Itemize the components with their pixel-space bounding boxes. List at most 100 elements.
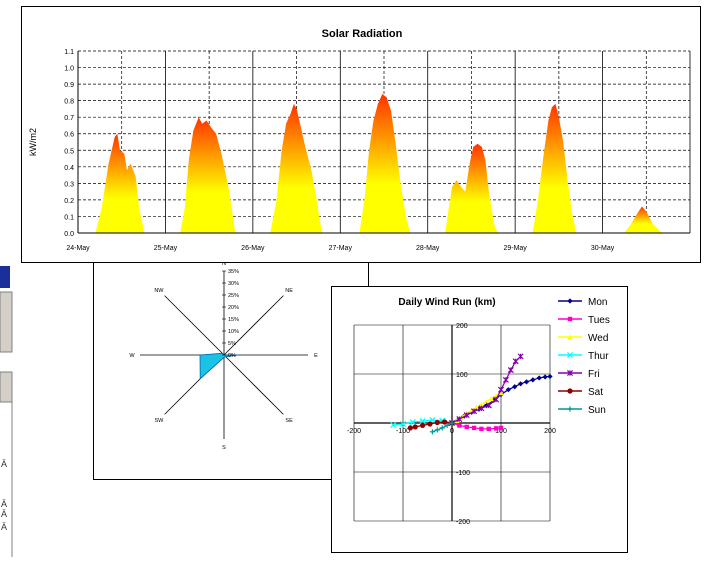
solar-x-tick-label: 28-May (416, 245, 440, 252)
solar-y-tick-label: 0.0 (64, 231, 74, 238)
solar-day-area-7 (624, 206, 662, 233)
wind-y-tick-label: 100 (456, 372, 468, 379)
legend-item-mon: Mon (558, 297, 607, 308)
rose-direction-label: NW (154, 288, 164, 294)
wind-point-mon (512, 384, 518, 390)
wind-point-sun (439, 425, 445, 431)
solar-x-tick-label: 27-May (329, 245, 353, 252)
solar-y-axis-label: kW/m2 (28, 128, 38, 156)
solar-day-area-6 (532, 103, 577, 234)
wind-series-sun (429, 420, 455, 435)
wind-point-sat (412, 424, 418, 430)
solar-y-tick-label: 0.5 (64, 148, 74, 155)
wind-point-fri (471, 408, 478, 415)
rose-r-tick-label: 25% (228, 293, 239, 299)
solar-day-area-2 (180, 117, 236, 233)
rose-direction-label: N (222, 263, 226, 267)
legend-label-wed: Wed (588, 333, 608, 344)
wind-y-tick-label: -100 (456, 470, 470, 477)
wind-point-sun (444, 422, 450, 429)
wind-point-tues (457, 423, 462, 428)
wind-point-sat (442, 419, 448, 425)
daily-wind-run-chart-panel: Daily Wind Run (km) -200 -100 0 100 200 200 10… (331, 286, 628, 553)
rose-r-tick-label: 15% (228, 317, 239, 323)
wind-point-wed (483, 398, 489, 405)
rose-direction-label: SE (285, 418, 293, 424)
wind-point-wed (498, 390, 504, 396)
rose-frequency-polygon (199, 352, 239, 380)
solar-y-tick-label: 0.8 (64, 99, 74, 106)
wind-point-fri (456, 416, 463, 423)
legend-marker-fri (566, 369, 574, 377)
wind-series-sat (407, 419, 455, 431)
edge-glyph-3: Ä (1, 509, 7, 519)
left-window-edge-graphic: Ä Ä Ä Ä (0, 266, 13, 557)
wind-rose-chart: 0% 5% 10% 15% 20% 25% 30% 35% N NE E SE S SW W NW (129, 261, 318, 451)
legend-item-wed: Wed (558, 333, 608, 344)
solar-y-tick-label: 0.9 (64, 82, 74, 89)
edge-glyph-1: Ä (1, 459, 7, 469)
wind-point-fri (478, 405, 485, 412)
wind-point-sat (420, 422, 426, 429)
solar-y-tick-label: 1.1 (64, 49, 74, 56)
solar-chart-title: Solar Radiation (322, 28, 403, 40)
solar-y-tick-label: 0.2 (64, 198, 74, 205)
rose-direction-label: E (314, 353, 318, 359)
solar-y-tick-label: 1.0 (64, 66, 74, 73)
wind-point-sat (434, 419, 440, 426)
legend-marker-wed (567, 334, 573, 340)
edge-gray-block (0, 291, 13, 353)
legend-item-tues: Tues (558, 315, 610, 326)
legend-item-thur: Thur (558, 351, 609, 362)
wind-point-tues (493, 426, 499, 431)
legend-label-sun: Sun (588, 405, 606, 416)
rose-r-tick-label: 35% (228, 269, 239, 275)
solar-x-tick-label: 25-May (154, 245, 178, 252)
solar-y-tick-label: 0.4 (64, 165, 74, 172)
wind-point-tues (479, 426, 484, 432)
legend-marker-sun (567, 406, 573, 412)
rose-direction-label: NE (285, 288, 293, 294)
rose-direction-label: SW (154, 418, 164, 424)
solar-day-area-1 (95, 133, 145, 233)
legend-label-mon: Mon (588, 297, 607, 308)
edge-glyph-4: Ä (1, 522, 7, 532)
legend-item-sun: Sun (558, 405, 606, 416)
wind-point-fri (517, 353, 524, 360)
wind-point-thur (419, 418, 426, 425)
wind-point-wed (478, 401, 484, 407)
left-window-edge: Ä Ä Ä Ä (0, 262, 14, 557)
rose-spoke-se (223, 354, 284, 415)
legend-label-sat: Sat (588, 387, 603, 398)
solar-x-tick-label: 29-May (503, 245, 527, 252)
wind-point-fri (485, 402, 492, 409)
solar-y-tick-label: 0.3 (64, 181, 74, 188)
wind-point-sun (429, 429, 435, 435)
edge-glyph-2: Ä (1, 499, 7, 509)
wind-point-fri (507, 367, 514, 374)
wind-point-sun (434, 427, 440, 433)
edge-blue-block (0, 266, 10, 288)
wind-series-fri (448, 353, 524, 427)
rose-r-tick-label: 30% (228, 281, 239, 287)
solar-y-tick-label: 0.6 (64, 132, 74, 139)
wind-point-fri (502, 376, 509, 383)
legend-marker-mon (567, 298, 573, 304)
wind-point-sat (407, 425, 413, 431)
wind-point-thur (409, 418, 416, 426)
wind-point-fri (497, 386, 505, 393)
solar-x-tick-label: 30-May (591, 245, 615, 252)
wind-point-mon (547, 373, 553, 380)
rose-direction-label: S (222, 445, 226, 451)
wind-y-tick-label: -200 (456, 519, 470, 526)
rose-r-tick-label: 20% (228, 305, 239, 311)
legend-item-sat: Sat (558, 387, 603, 398)
legend-marker-thur (566, 351, 574, 359)
legend-label-fri: Fri (588, 369, 600, 380)
rose-direction-label: W (129, 353, 135, 359)
solar-y-tick-label: 0.1 (64, 214, 74, 221)
rose-spoke-ne (223, 295, 284, 356)
wind-point-mon (536, 375, 542, 381)
wind-point-fri (512, 358, 519, 365)
wind-chart-title: Daily Wind Run (km) (398, 297, 495, 308)
